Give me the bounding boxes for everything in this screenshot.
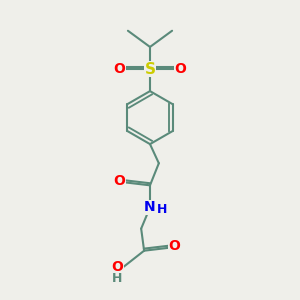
Text: O: O bbox=[111, 260, 123, 274]
Text: O: O bbox=[114, 62, 126, 76]
Text: O: O bbox=[169, 239, 180, 253]
Text: S: S bbox=[145, 61, 155, 76]
Text: O: O bbox=[174, 62, 186, 76]
Text: H: H bbox=[112, 272, 122, 285]
Text: H: H bbox=[157, 203, 167, 216]
Text: N: N bbox=[144, 200, 156, 214]
Text: O: O bbox=[114, 174, 126, 188]
